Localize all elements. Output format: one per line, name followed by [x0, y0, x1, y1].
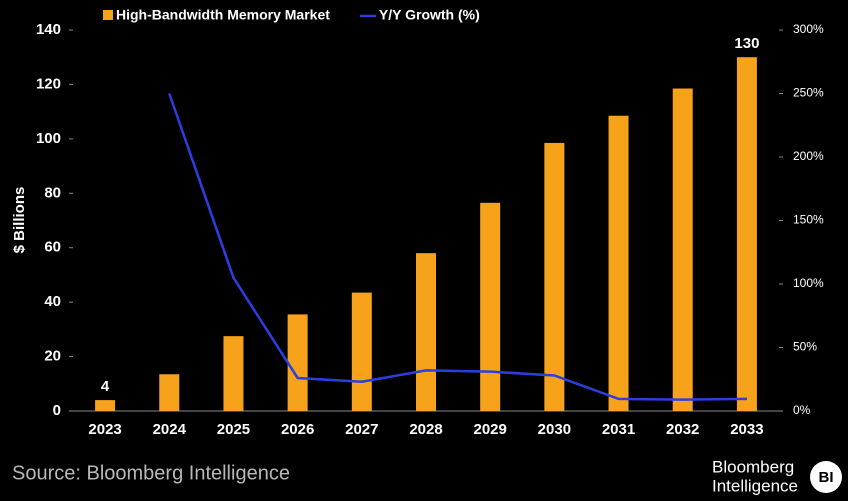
y-tick-label: 140 — [36, 21, 61, 38]
bar — [159, 374, 180, 411]
y-tick-label: 80 — [44, 184, 61, 201]
y-axis-label: $ Billions — [11, 187, 28, 254]
bar — [544, 142, 565, 412]
y-tick-label: 120 — [36, 75, 61, 92]
x-tick-label: 2023 — [88, 421, 121, 438]
x-tick-label: 2026 — [281, 421, 314, 438]
line — [168, 93, 747, 401]
x-tick-label: 2029 — [473, 421, 506, 438]
y-tick-label: 40 — [44, 293, 61, 310]
legend-label: Y/Y Growth (%) — [379, 7, 480, 23]
source: Source: Bloomberg Intelligence — [12, 462, 290, 484]
y2-tick-label: 150% — [793, 213, 824, 227]
y2-tick-label: 300% — [793, 22, 824, 36]
y2-tick-label: 250% — [793, 86, 824, 100]
brand-line2: Intelligence — [712, 476, 798, 495]
bar — [608, 115, 629, 411]
x-tick-label: 2028 — [409, 421, 442, 438]
y2-tick-label: 200% — [793, 149, 824, 163]
x-tick-label: 2033 — [730, 421, 763, 438]
bar — [480, 202, 501, 411]
bar — [95, 400, 116, 411]
bar — [287, 314, 308, 411]
data-label: 4 — [101, 378, 110, 395]
legend-swatch — [103, 10, 113, 20]
bar — [672, 88, 693, 411]
brand-badge: BI — [819, 469, 834, 486]
data-label: 130 — [734, 35, 759, 52]
bar — [736, 57, 757, 411]
x-tick-label: 2024 — [153, 421, 187, 438]
brand-line1: Bloomberg — [712, 457, 794, 476]
legend-label: High-Bandwidth Memory Market — [116, 7, 330, 23]
x-tick-label: 2030 — [538, 421, 571, 438]
x-tick-label: 2025 — [217, 421, 250, 438]
brand-badge-circle — [810, 461, 842, 493]
y-tick-label: 20 — [44, 348, 61, 365]
x-tick-label: 2031 — [602, 421, 635, 438]
bar — [351, 292, 372, 411]
bar — [416, 253, 436, 411]
x-tick-label: 2027 — [345, 421, 378, 438]
x-tick-label: 2032 — [666, 421, 699, 438]
y-tick-label: 0 — [53, 402, 61, 419]
y-tick-label: 60 — [44, 239, 61, 256]
y2-tick-label: 100% — [793, 276, 824, 290]
y2-tick-label: 50% — [793, 340, 817, 354]
bar — [223, 336, 244, 411]
y2-tick-label: 0% — [793, 403, 811, 417]
y-tick-label: 100 — [36, 130, 61, 147]
